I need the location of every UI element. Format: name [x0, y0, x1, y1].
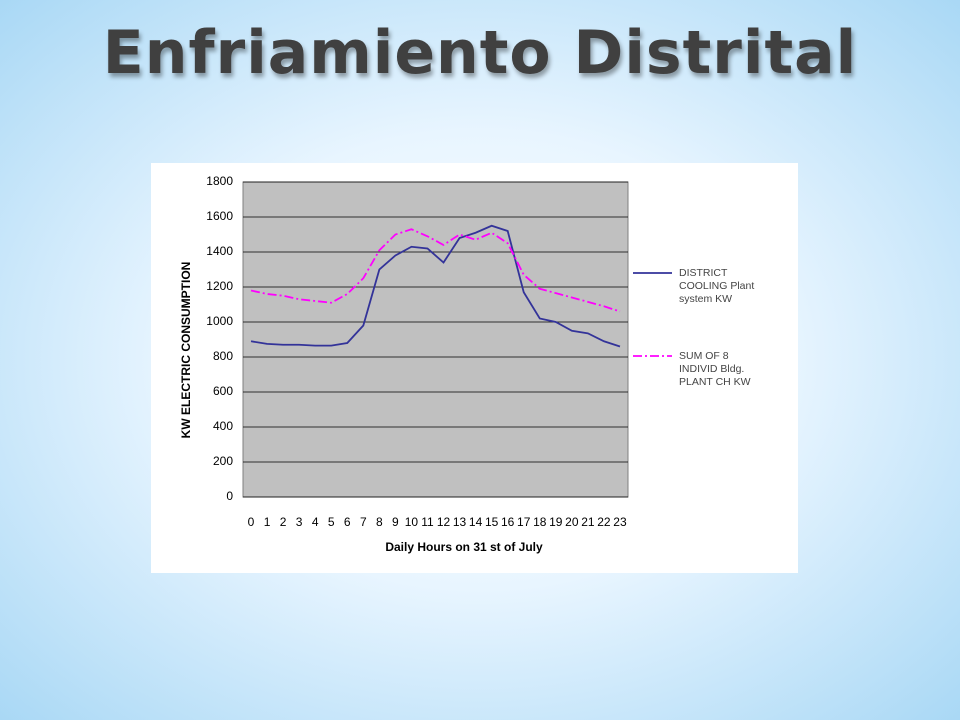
x-tick-label: 4	[312, 515, 319, 529]
x-tick-label: 13	[453, 515, 467, 529]
x-tick-label: 20	[565, 515, 579, 529]
x-tick-label: 21	[581, 515, 595, 529]
y-tick-label: 1600	[206, 209, 233, 223]
x-tick-label: 15	[485, 515, 499, 529]
x-tick-label: 23	[613, 515, 627, 529]
x-tick-label: 8	[376, 515, 383, 529]
y-tick-label: 1800	[206, 174, 233, 188]
x-tick-label: 19	[549, 515, 563, 529]
legend-label: DISTRICT COOLING Plant system KW	[679, 267, 755, 305]
y-tick-label: 400	[213, 419, 233, 433]
data-line	[250, 228, 621, 313]
y-axis-label: KW ELECTRIC CONSUMPTION	[179, 262, 193, 439]
x-tick-label: 16	[501, 515, 515, 529]
x-tick-label: 10	[405, 515, 419, 529]
x-axis-label: Daily Hours on 31 st of July	[385, 540, 543, 554]
legend-label: SUM OF 8 INDIVID Bldg. PLANT CH KW	[679, 350, 751, 388]
x-tick-label: 2	[280, 515, 287, 529]
x-tick-label: 6	[344, 515, 351, 529]
x-tick-label: 17	[517, 515, 531, 529]
plot-area	[242, 181, 629, 498]
x-tick-label: 22	[597, 515, 611, 529]
y-tick-label: 0	[226, 489, 233, 503]
chart: KW ELECTRIC CONSUMPTION Daily Hours on 3…	[179, 174, 672, 554]
chart-box: KW ELECTRIC CONSUMPTION Daily Hours on 3…	[151, 163, 798, 573]
y-tick-label: 1400	[206, 244, 233, 258]
y-tick-label: 200	[213, 454, 233, 468]
y-tick-label: 600	[213, 384, 233, 398]
data-line	[250, 224, 621, 348]
x-tick-label: 7	[360, 515, 367, 529]
y-tick-label: 1000	[206, 314, 233, 328]
x-tick-label: 11	[421, 515, 434, 529]
x-tick-label: 14	[469, 515, 483, 529]
x-tick-label: 18	[533, 515, 547, 529]
slide-title: Enfriamiento Distrital	[102, 18, 858, 88]
y-tick-label: 800	[213, 349, 233, 363]
x-tick-label: 12	[437, 515, 451, 529]
y-tick-label: 1200	[206, 279, 233, 293]
x-tick-label: 0	[248, 515, 255, 529]
x-tick-label: 5	[328, 515, 335, 529]
x-tick-label: 9	[392, 515, 399, 529]
x-tick-label: 1	[264, 515, 271, 529]
x-tick-label: 3	[296, 515, 303, 529]
